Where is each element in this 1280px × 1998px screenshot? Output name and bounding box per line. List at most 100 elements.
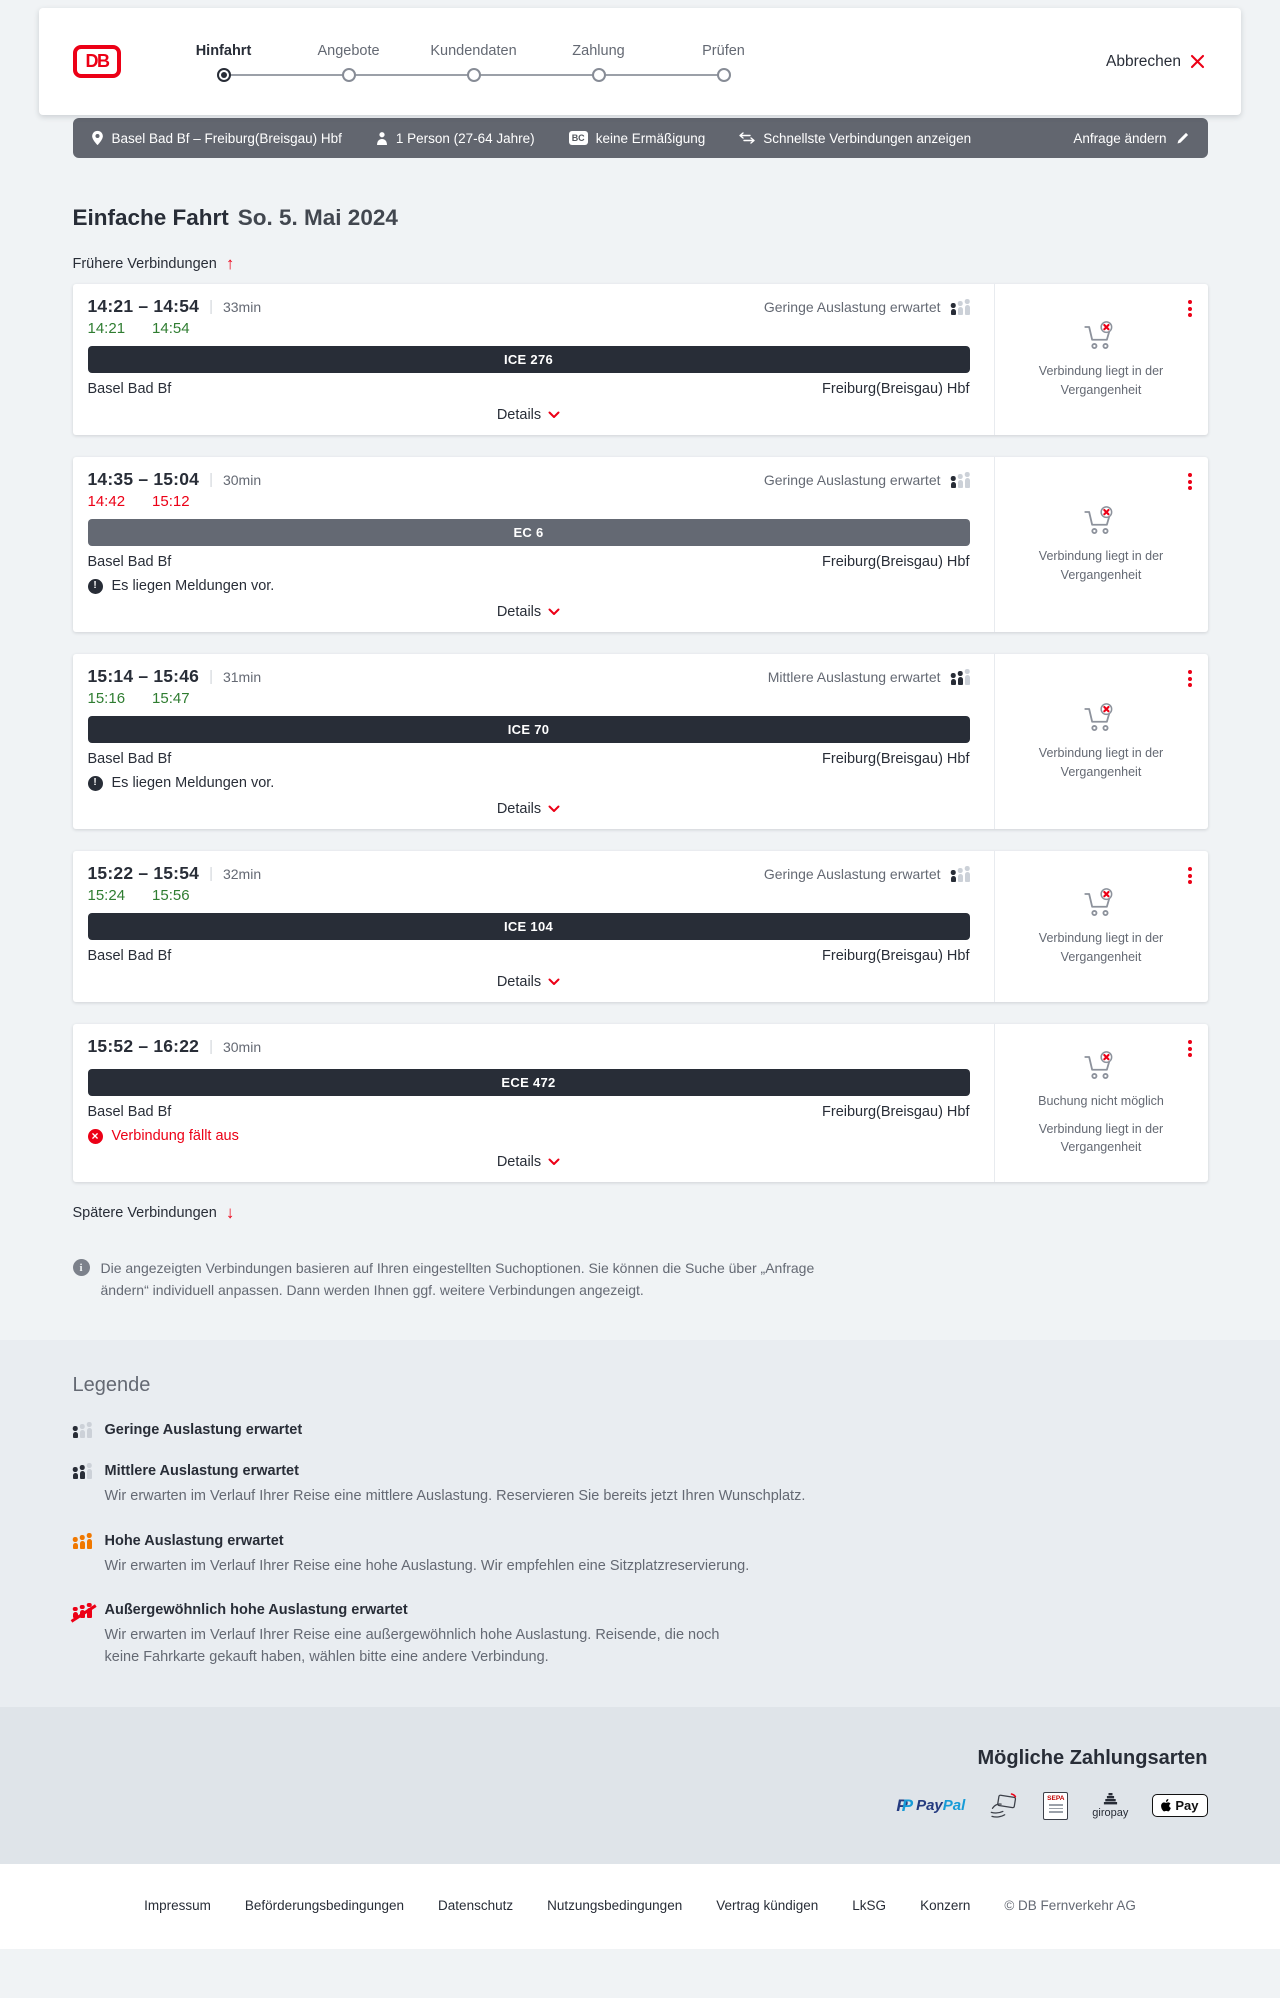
step-circle-icon[interactable] (466, 67, 481, 82)
occupancy-medium-icon (72, 1463, 92, 1479)
later-connections-link[interactable]: Spätere Verbindungen ↓ (73, 1204, 235, 1221)
train-label: ECE 472 (501, 1075, 556, 1090)
arrival-station: Freiburg(Breisgau) Hbf (822, 554, 970, 570)
footer-link-nutzungsbedingungen[interactable]: Nutzungsbedingungen (547, 1897, 683, 1913)
occupancy-label: Geringe Auslastung erwartet (763, 471, 941, 488)
sort-text: Schnellste Verbindungen anzeigen (763, 130, 972, 146)
step-angebote[interactable]: Angebote (286, 42, 411, 82)
time-range: 14:35 – 15:04 (87, 469, 200, 489)
card-menu-button[interactable] (1186, 471, 1194, 492)
train-segment-bar[interactable]: ICE 276 (87, 346, 970, 373)
step-kundendaten[interactable]: Kundendaten (411, 42, 536, 82)
cancel-button[interactable]: Abbrechen (1106, 53, 1205, 71)
realtime-times: 15:16 15:47 (88, 690, 970, 707)
edit-search-button[interactable]: Anfrage ändern (1073, 131, 1189, 146)
duration: 33min (222, 298, 262, 315)
step-circle-icon[interactable] (716, 67, 731, 82)
footer-link-impressum[interactable]: Impressum (144, 1897, 211, 1913)
occupancy-label: Mittlere Auslastung erwartet (767, 668, 941, 685)
connection-card: 15:14 – 15:46 | 31min Mittlere Auslastun… (72, 654, 1208, 829)
apple-pay-logo: Pay (1152, 1794, 1208, 1818)
details-label: Details (496, 974, 542, 990)
giropay-icon (1103, 1792, 1117, 1805)
card-menu-button[interactable] (1186, 668, 1194, 689)
footer: Impressum Beförderungsbedingungen Datens… (0, 1863, 1280, 1949)
occupancy-icon (950, 669, 970, 685)
sepa-icon: SEPA (1043, 1791, 1069, 1820)
footer-link-vertrag-kuendigen[interactable]: Vertrag kündigen (716, 1897, 819, 1913)
route-text: Basel Bad Bf – Freiburg(Breisgau) Hbf (111, 130, 342, 146)
train-segment-bar[interactable]: ICE 70 (87, 716, 970, 743)
step-label: Kundendaten (430, 42, 517, 59)
details-label: Details (496, 407, 542, 423)
details-toggle[interactable]: Details (497, 974, 560, 990)
legend-section: Legende Geringe Auslastung erwartet Mitt… (0, 1339, 1280, 1707)
card-menu-button[interactable] (1186, 298, 1194, 319)
earlier-connections-link[interactable]: Frühere Verbindungen ↑ (73, 255, 235, 272)
step-label: Hinfahrt (195, 42, 252, 59)
train-segment-bar[interactable]: ICE 104 (87, 913, 970, 940)
details-toggle[interactable]: Details (497, 407, 560, 423)
legend-item-medium: Mittlere Auslastung erwartet Wir erwarte… (72, 1462, 1208, 1508)
apple-icon (1161, 1799, 1172, 1812)
duration: 32min (222, 865, 262, 882)
footer-link-befoerderungsbedingungen[interactable]: Beförderungsbedingungen (244, 1897, 405, 1913)
step-zahlung[interactable]: Zahlung (536, 42, 661, 82)
booking-steps: Hinfahrt Angebote Kundendaten Zahlung Pr… (161, 42, 786, 82)
past-connection-note: Verbindung liegt in der Vergangenheit (1038, 364, 1164, 397)
footer-link-lksg[interactable]: LkSG (852, 1897, 887, 1913)
legend-label: Hohe Auslastung erwartet (104, 1532, 284, 1549)
earlier-connections-label: Frühere Verbindungen (72, 255, 217, 272)
legend-item-exceptional: Außergewöhnlich hohe Auslastung erwartet… (72, 1602, 1208, 1669)
time-range: 14:21 – 14:54 (87, 296, 200, 316)
step-circle-icon[interactable] (591, 67, 606, 82)
realtime-times: 14:21 14:54 (88, 320, 970, 337)
step-circle-icon[interactable] (216, 67, 231, 82)
card-menu-button[interactable] (1186, 1038, 1194, 1059)
bahncard-icon: BC (568, 131, 588, 145)
legend-label: Mittlere Auslastung erwartet (104, 1462, 299, 1479)
footer-links: Impressum Beförderungsbedingungen Datens… (0, 1898, 1280, 1913)
occupancy-exceptional-icon (72, 1602, 92, 1619)
occupancy-label: Geringe Auslastung erwartet (763, 298, 941, 315)
legend-description: Wir erwarten im Verlauf Ihrer Reise eine… (104, 1557, 750, 1574)
step-circle-icon[interactable] (341, 67, 356, 82)
swap-arrows-icon (739, 132, 755, 144)
train-segment-bar[interactable]: ECE 472 (87, 1069, 970, 1096)
step-hinfahrt[interactable]: Hinfahrt (161, 42, 286, 82)
connection-message: Es liegen Meldungen vor. (87, 775, 970, 791)
page-title: Einfache Fahrt So. 5. Mai 2024 (73, 204, 1208, 231)
details-toggle[interactable]: Details (497, 604, 560, 620)
connection-card: 15:22 – 15:54 | 32min Geringe Auslastung… (72, 851, 1208, 1002)
connection-message: Es liegen Meldungen vor. (87, 578, 970, 594)
db-logo: DB (73, 45, 121, 78)
details-toggle[interactable]: Details (497, 801, 560, 817)
past-connection-note: Verbindung liegt in der Vergangenheit (1038, 549, 1164, 582)
step-pruefen[interactable]: Prüfen (661, 42, 786, 82)
realtime-arrival: 14:54 (152, 320, 190, 337)
details-label: Details (496, 604, 542, 620)
footer-link-datenschutz[interactable]: Datenschutz (438, 1897, 514, 1913)
legend-label: Geringe Auslastung erwartet (104, 1421, 303, 1438)
details-toggle[interactable]: Details (497, 1154, 560, 1170)
credit-card-icon (989, 1792, 1019, 1820)
details-label: Details (496, 1154, 542, 1170)
close-icon (1190, 54, 1205, 69)
duration: 30min (222, 471, 262, 488)
passenger-summary: 1 Person (27-64 Jahre) (376, 131, 535, 146)
realtime-arrival: 15:12 (152, 493, 190, 510)
duration: 31min (222, 668, 262, 685)
card-menu-button[interactable] (1186, 865, 1194, 886)
separator: | (209, 298, 213, 315)
booking-panel: Verbindung liegt in der Vergangenheit (993, 284, 1208, 435)
sort-option[interactable]: Schnellste Verbindungen anzeigen (739, 131, 971, 146)
occupancy-icon (950, 299, 970, 315)
details-label: Details (496, 801, 542, 817)
connection-message: Verbindung fällt aus (87, 1128, 970, 1144)
separator: | (209, 1038, 213, 1055)
train-segment-bar[interactable]: EC 6 (87, 519, 970, 546)
footer-link-konzern[interactable]: Konzern (920, 1897, 971, 1913)
discount-summary: BC keine Ermäßigung (568, 131, 705, 146)
